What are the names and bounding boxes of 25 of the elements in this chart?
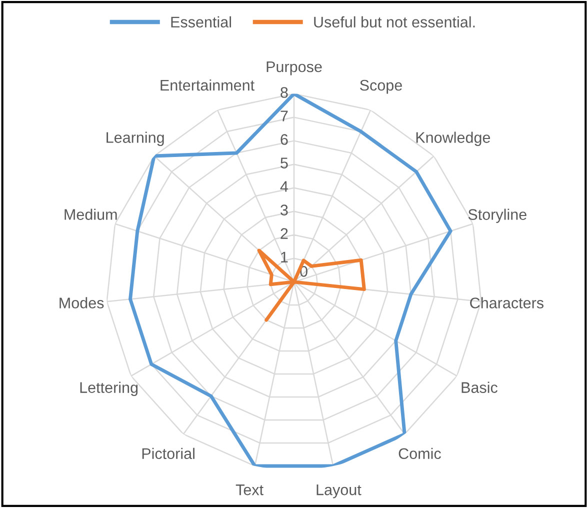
spoke-label: Text: [236, 484, 264, 496]
spoke-label: Entertainment: [160, 79, 254, 91]
spoke-label: Modes: [60, 297, 104, 308]
y-tick-label: 6: [280, 134, 288, 145]
y-tick-label: 5: [280, 158, 288, 168]
y-tick-label: 1: [281, 252, 288, 262]
spoke-label: Lettering: [80, 382, 138, 396]
spoke-label: Comic: [398, 448, 441, 460]
spoke-label: Characters: [470, 297, 544, 308]
spoke-label: Basic: [462, 382, 498, 393]
legend-label: Useful but not essential.: [314, 16, 475, 28]
spoke-label: Pictorial: [142, 448, 194, 460]
y-tick-label: 7: [280, 110, 288, 122]
legend-label: Essential: [171, 16, 231, 28]
y-tick-label: 2: [280, 228, 288, 239]
spoke-label: Purpose: [266, 62, 322, 76]
spoke-label: Learning: [106, 132, 164, 146]
spoke-label: Medium: [64, 208, 117, 220]
y-tick-label: 4: [280, 181, 288, 192]
spoke-label: Knowledge: [416, 132, 490, 146]
y-tick-label: 3: [280, 204, 288, 216]
spoke-label: Scope: [360, 80, 402, 94]
spoke-label: Storyline: [468, 208, 526, 223]
spoke-label: Layout: [316, 484, 362, 498]
y-tick-label: 8: [280, 87, 288, 98]
